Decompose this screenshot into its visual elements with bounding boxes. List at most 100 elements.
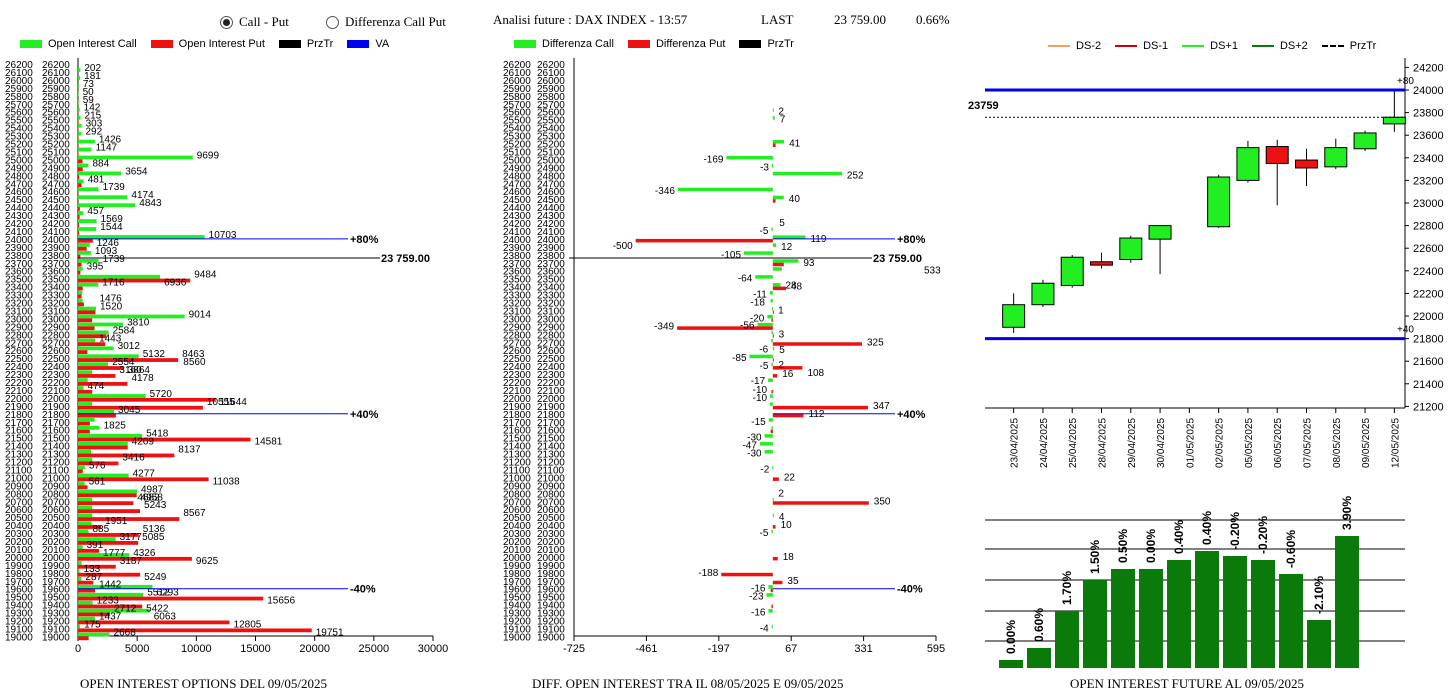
strike-tick-label: 24200 xyxy=(503,219,531,230)
diff-call-bar xyxy=(772,116,775,120)
strike-tick-label: 19700 xyxy=(503,577,531,588)
value-label: 175 xyxy=(84,619,101,630)
put-bar xyxy=(78,556,192,561)
strike-tick-label: 19700 xyxy=(5,577,33,588)
diff-put-bar xyxy=(772,580,783,585)
strike-tick-label: 25900 xyxy=(503,84,531,95)
strike-tick-label: 23200 xyxy=(5,299,33,310)
strike-tick-label: 22400 xyxy=(42,362,70,373)
strike-tick-label: 22600 xyxy=(503,346,531,357)
diff-call-bar xyxy=(772,259,799,263)
strike-tick-label: 20400 xyxy=(42,521,70,532)
last-label: LAST xyxy=(761,12,794,27)
value-label: 10 xyxy=(781,520,793,531)
radio-differenza[interactable]: Differenza Call Put xyxy=(326,14,446,30)
strike-tick-label: 23000 xyxy=(5,314,33,325)
value-label: -5 xyxy=(760,528,769,539)
strike-tick-label: 20100 xyxy=(5,545,33,556)
candle-body xyxy=(1031,282,1055,306)
strike-tick-label: 21400 xyxy=(503,442,531,453)
strike-tick-label: 20900 xyxy=(5,481,33,492)
y-tick-label: 22200 xyxy=(1413,288,1444,300)
put-bar xyxy=(78,485,88,490)
value-label: 1825 xyxy=(104,421,127,432)
diff-put-bar xyxy=(635,238,773,243)
value-label: 181 xyxy=(84,71,101,82)
strike-tick-label: 20000 xyxy=(42,553,70,564)
call-bar xyxy=(78,195,128,200)
strike-tick-label: 22300 xyxy=(503,370,531,381)
call-bar xyxy=(78,76,81,80)
strike-tick-label: 24100 xyxy=(537,227,565,238)
call-bar xyxy=(78,235,205,239)
strike-tick-label: 22300 xyxy=(5,370,33,381)
strike-tick-label: 19100 xyxy=(42,624,70,635)
diff-call-bar xyxy=(772,346,775,351)
strike-tick-label: 19900 xyxy=(537,561,565,572)
radio-call-put[interactable]: Call - Put xyxy=(220,14,289,30)
put-bar xyxy=(78,421,90,426)
value-label: 5512 xyxy=(147,588,170,599)
value-label: 11038 xyxy=(213,476,241,487)
candle-body xyxy=(1207,176,1231,228)
legend-swatch xyxy=(347,40,370,48)
value-label: 3 xyxy=(779,329,785,340)
value-label: -47 xyxy=(742,441,757,452)
put-bar xyxy=(78,286,83,291)
y-tick-label: 21600 xyxy=(1413,356,1444,368)
value-label: 93 xyxy=(803,258,815,269)
strike-tick-label: 21000 xyxy=(5,473,33,484)
call-bar xyxy=(78,92,79,96)
strike-tick-label: 25300 xyxy=(5,132,33,143)
value-label: 6293 xyxy=(156,588,179,599)
call-bar xyxy=(78,473,129,478)
strike-tick-label: 19100 xyxy=(537,624,565,635)
strike-tick-label: 23600 xyxy=(503,267,531,278)
put-bar xyxy=(78,382,128,386)
diff-call-bar xyxy=(764,450,773,454)
diff-put-bar xyxy=(772,199,776,203)
ref-line-label: +80% xyxy=(897,234,926,246)
oi-bar xyxy=(1055,611,1079,668)
put-bar xyxy=(78,254,81,259)
value-label: 6936 xyxy=(164,278,187,289)
value-label: 3654 xyxy=(125,166,148,177)
strike-tick-label: 19000 xyxy=(42,632,70,643)
put-bar xyxy=(78,310,96,315)
strike-tick-label: 19000 xyxy=(5,632,33,643)
diff-call-bar xyxy=(767,314,773,319)
strike-tick-label: 20100 xyxy=(42,545,70,556)
strike-tick-label: 26100 xyxy=(503,68,531,79)
legend-item: Differenza Call xyxy=(514,38,614,50)
strike-tick-label: 22400 xyxy=(5,362,33,373)
call-bar xyxy=(78,417,95,422)
put-bar xyxy=(78,525,102,529)
legend-item: Open Interest Put xyxy=(150,38,265,50)
value-label: -3 xyxy=(760,162,769,173)
value-label: 59 xyxy=(83,95,95,106)
put-bar xyxy=(78,628,312,633)
strike-tick-label: 25000 xyxy=(5,155,33,166)
value-label: 3045 xyxy=(118,405,141,416)
strike-tick-label: 22600 xyxy=(537,346,565,357)
value-label: 8137 xyxy=(178,445,201,456)
put-bar xyxy=(78,238,93,243)
value-label: -30 xyxy=(747,433,762,444)
put-bar xyxy=(78,509,141,513)
value-label: 481 xyxy=(88,174,105,185)
value-label: 4682 xyxy=(137,492,160,503)
diff-call-bar xyxy=(772,497,774,502)
strike-tick-label: 22800 xyxy=(42,330,70,341)
strike-tick-label: 19300 xyxy=(537,609,565,620)
diff-call-bar xyxy=(770,299,773,303)
strike-tick-label: 22200 xyxy=(503,378,531,389)
x-tick-label: 25000 xyxy=(359,643,390,655)
strike-tick-label: 25900 xyxy=(42,84,70,95)
date-tick-label: 06/05/2025 xyxy=(1273,418,1284,468)
strike-tick-label: 25500 xyxy=(537,116,565,127)
put-bar xyxy=(78,389,93,394)
call-bar xyxy=(78,441,128,446)
candle-body xyxy=(1060,256,1084,286)
strike-tick-label: 25400 xyxy=(537,124,565,135)
strike-tick-label: 23400 xyxy=(503,283,531,294)
